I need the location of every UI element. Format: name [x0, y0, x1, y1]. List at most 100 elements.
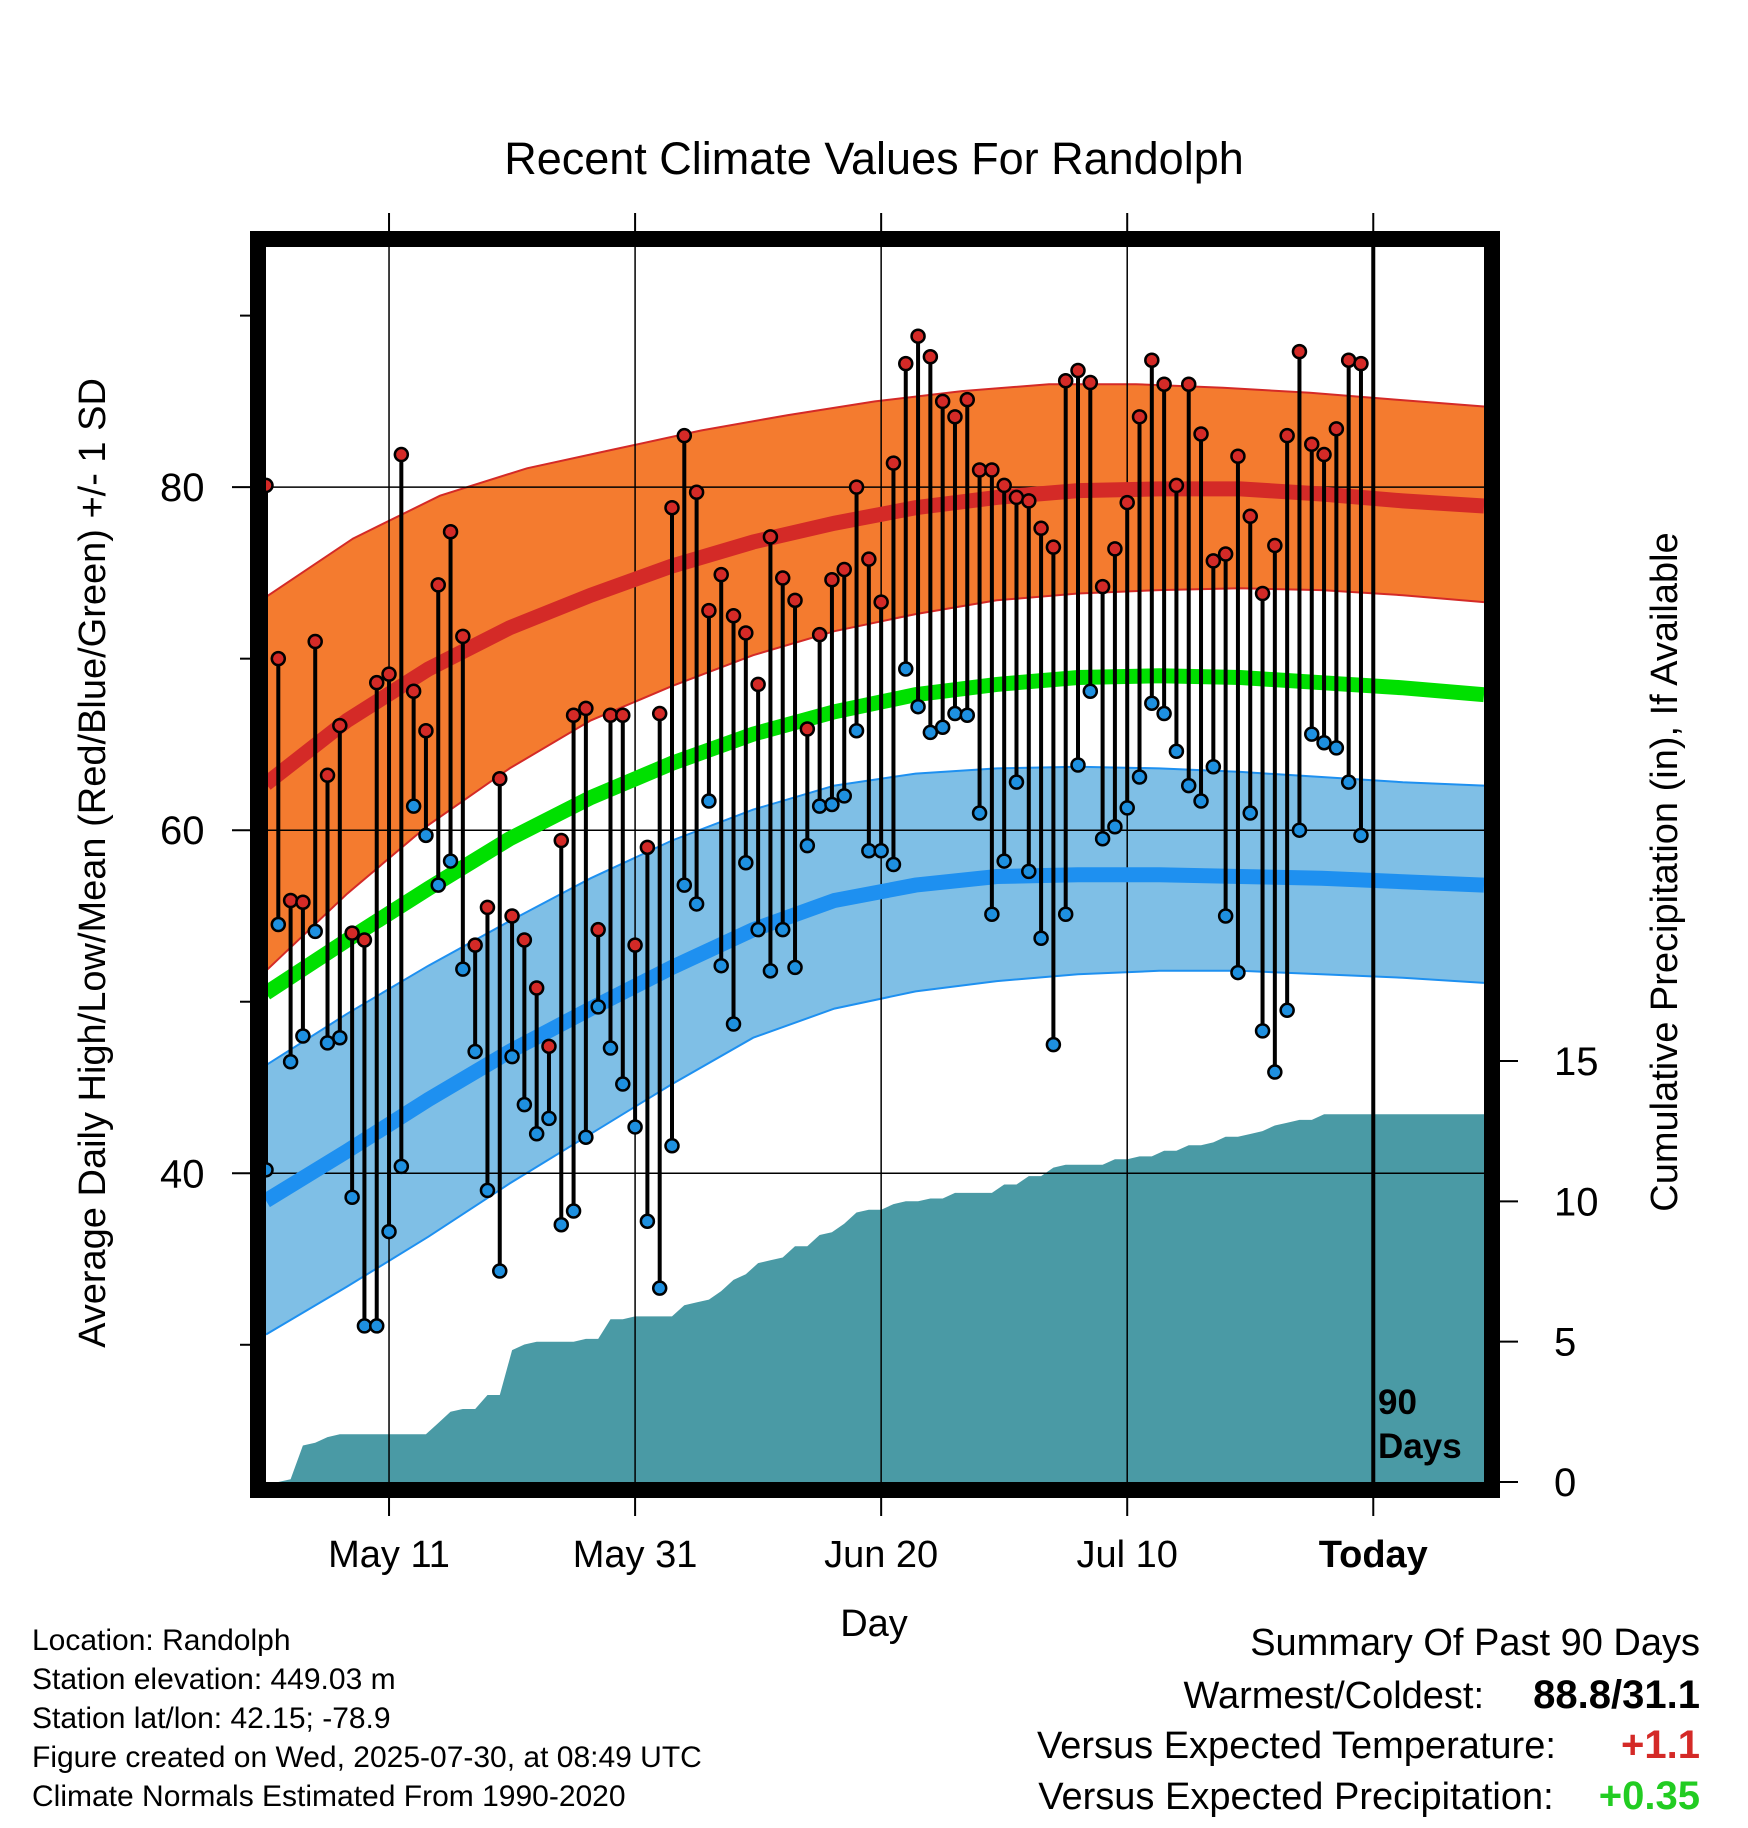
low-minus-sd-edge — [265, 969, 1485, 1336]
high-point — [651, 705, 668, 722]
low-point — [738, 855, 754, 871]
observations-layer — [258, 328, 1369, 1334]
plot-frame — [250, 231, 1500, 1498]
high-point — [848, 479, 865, 495]
normal-mean-line — [261, 668, 1485, 1000]
high-minus-sd-edge — [265, 587, 1485, 972]
low-point — [1168, 743, 1185, 760]
low-point — [1291, 822, 1308, 838]
low-point — [1107, 819, 1123, 835]
high-point — [1045, 539, 1062, 555]
low-point — [553, 1216, 570, 1233]
summary-temp-row: Versus Expected Temperature: +1.1 — [1037, 1723, 1700, 1768]
low-point — [725, 1016, 742, 1032]
normals-text: Climate Normals Estimated From 1990-2020 — [32, 1780, 626, 1813]
high-point — [1180, 376, 1197, 392]
high-point — [553, 832, 570, 849]
high-point — [1008, 489, 1025, 506]
low-point — [1057, 906, 1074, 922]
low-point — [1094, 831, 1111, 847]
low-point — [455, 961, 471, 977]
low-point — [861, 843, 877, 859]
high-point — [615, 707, 631, 724]
low-point — [615, 1076, 631, 1092]
station-info: Location: Randolph Station elevation: 44… — [32, 1621, 702, 1816]
x-tick-label: May 11 — [328, 1534, 450, 1576]
low-point — [651, 1280, 668, 1296]
normal-high-line — [261, 481, 1485, 790]
x-tick-label: Jul 10 — [1077, 1534, 1178, 1576]
high-point — [824, 572, 840, 588]
low-point — [1021, 863, 1037, 880]
normal-bands — [265, 383, 1485, 1336]
low-point — [885, 856, 902, 873]
high-point — [799, 721, 816, 737]
high-point — [934, 393, 951, 410]
high-point — [1094, 578, 1111, 595]
high-point — [639, 839, 656, 856]
high-point — [295, 894, 311, 910]
high-point — [738, 625, 754, 641]
high-point — [1316, 446, 1332, 463]
right-tick-label: 0 — [1554, 1461, 1576, 1505]
high-point — [307, 633, 323, 650]
low-point — [393, 1158, 410, 1175]
high-point — [1217, 546, 1234, 562]
low-point — [1205, 758, 1222, 775]
today-label-days-count: 90 — [1378, 1383, 1417, 1422]
high-point — [590, 921, 606, 938]
low-point — [676, 877, 693, 893]
high-point — [270, 650, 287, 667]
high-point — [455, 628, 471, 645]
high-point — [984, 462, 1000, 478]
temp-label: Versus Expected Temperature: — [1036, 1725, 1556, 1767]
high-point — [725, 608, 742, 624]
low-point — [664, 1138, 680, 1154]
low-point — [1242, 805, 1258, 821]
low-point — [565, 1203, 582, 1219]
low-point — [1180, 777, 1197, 794]
low-point — [442, 853, 459, 869]
right-tick-label: 10 — [1554, 1180, 1599, 1224]
low-point — [418, 827, 434, 844]
summary-precip-row: Versus Expected Precipitation: +0.35 — [1038, 1774, 1700, 1819]
low-point — [430, 877, 446, 893]
high-point — [959, 391, 976, 408]
low-point — [1279, 1002, 1295, 1019]
high-point — [1230, 448, 1246, 465]
low-point — [996, 853, 1012, 869]
warm-cold-value: 88.8/31.1 — [1533, 1673, 1700, 1717]
high-point — [1279, 427, 1295, 444]
low-point — [270, 916, 287, 933]
high-point — [430, 577, 446, 593]
x-tick-label: Jun 20 — [824, 1534, 938, 1576]
low-point — [282, 1054, 299, 1070]
low-point — [971, 805, 988, 821]
low-point — [504, 1048, 520, 1065]
x-axis-label: Day — [840, 1603, 908, 1645]
low-point — [1082, 683, 1099, 700]
high-point — [676, 427, 693, 444]
low-point — [934, 719, 951, 736]
low-point — [492, 1263, 508, 1279]
low-point — [368, 1318, 385, 1334]
high-point — [971, 462, 988, 478]
low-point — [356, 1318, 373, 1334]
low-point — [1230, 964, 1246, 981]
high-point — [701, 602, 717, 619]
low-point — [959, 707, 976, 724]
low-point — [541, 1110, 557, 1127]
low-point — [1316, 734, 1332, 751]
low-point — [1008, 774, 1025, 790]
high-point — [1107, 541, 1123, 557]
low-point — [332, 1029, 348, 1046]
high-point — [1242, 508, 1258, 525]
today-label-days-word: Days — [1378, 1427, 1462, 1466]
high-point — [664, 499, 680, 516]
normal-lines — [261, 481, 1485, 1208]
low-point — [922, 724, 939, 741]
high-point — [418, 722, 434, 739]
low-point — [578, 1129, 594, 1145]
precip-label: Versus Expected Precipitation: — [1038, 1776, 1554, 1818]
